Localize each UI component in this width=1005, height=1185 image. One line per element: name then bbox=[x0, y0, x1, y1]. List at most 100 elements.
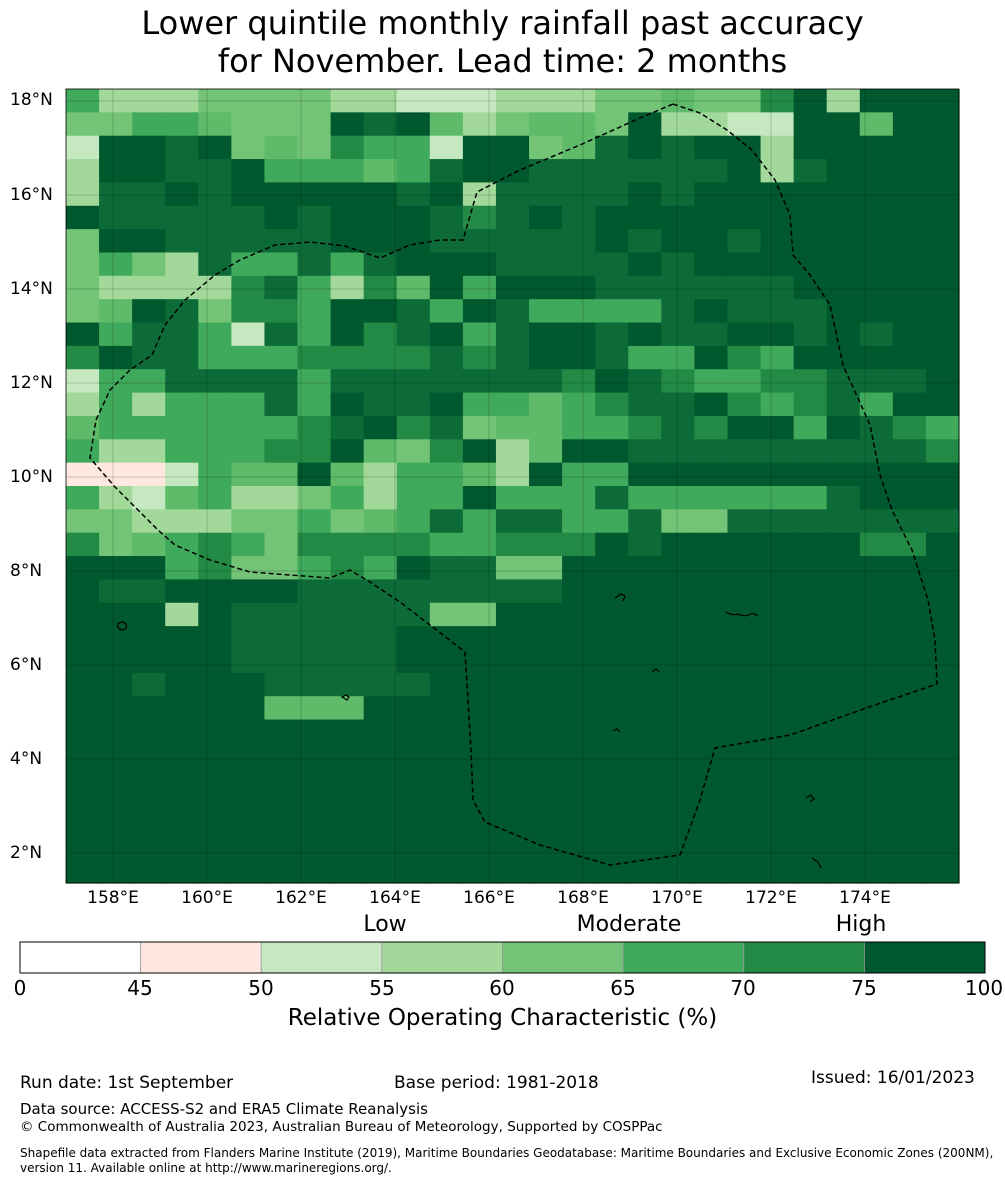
grid-cell bbox=[363, 626, 398, 651]
colorbar-tick: 70 bbox=[730, 976, 756, 1000]
grid-cell bbox=[297, 836, 332, 861]
grid-cell bbox=[231, 836, 266, 861]
grid-cell bbox=[396, 345, 431, 370]
grid-cell bbox=[165, 719, 199, 744]
grid-cell bbox=[264, 462, 299, 487]
base-period: Base period: 1981-2018 bbox=[394, 1073, 599, 1093]
category-moderate: Moderate bbox=[576, 912, 682, 937]
grid-cell bbox=[727, 205, 762, 230]
grid-cell bbox=[727, 252, 762, 277]
grid-cell bbox=[66, 742, 100, 767]
grid-cell bbox=[264, 252, 299, 277]
grid-cell bbox=[264, 672, 299, 697]
grid-cell bbox=[628, 345, 662, 370]
grid-cell bbox=[198, 696, 232, 721]
grid-cell bbox=[892, 649, 927, 674]
grid-cell bbox=[363, 299, 398, 324]
grid-cell bbox=[297, 789, 332, 814]
grid-cell bbox=[562, 602, 596, 627]
grid-cell bbox=[231, 719, 266, 744]
grid-cell bbox=[562, 462, 596, 487]
grid-cell bbox=[495, 275, 530, 300]
grid-cell bbox=[66, 532, 100, 557]
grid-cell bbox=[99, 719, 133, 744]
grid-cell bbox=[396, 369, 431, 394]
grid-cell bbox=[892, 252, 927, 277]
grid-cell bbox=[462, 579, 497, 604]
grid-cell bbox=[925, 812, 960, 837]
grid-cell bbox=[297, 205, 332, 230]
grid-cell bbox=[859, 439, 894, 464]
grid-cell bbox=[694, 182, 729, 207]
island bbox=[805, 794, 815, 803]
grid-cell bbox=[694, 742, 729, 767]
grid-cell bbox=[297, 462, 332, 487]
grid-cell bbox=[628, 672, 662, 697]
grid-cell bbox=[661, 509, 695, 534]
grid-cell bbox=[396, 439, 431, 464]
grid-cell bbox=[198, 579, 232, 604]
grid-cell bbox=[529, 462, 563, 487]
grid-cell bbox=[694, 205, 729, 230]
grid-cell bbox=[99, 836, 133, 861]
grid-cell bbox=[925, 649, 960, 674]
grid-cell bbox=[66, 205, 100, 230]
grid-cell bbox=[661, 486, 695, 510]
grid-cell bbox=[694, 812, 729, 837]
grid-cell bbox=[595, 415, 629, 440]
grid-cell bbox=[760, 182, 795, 207]
grid-cell bbox=[529, 135, 563, 160]
grid-cell bbox=[628, 719, 662, 744]
grid-cell bbox=[793, 859, 828, 884]
grid-cell bbox=[595, 392, 629, 417]
grid-cell bbox=[264, 275, 299, 300]
grid-cell bbox=[462, 345, 497, 370]
grid-cell bbox=[429, 229, 464, 254]
grid-cell bbox=[628, 229, 662, 254]
grid-cell bbox=[793, 112, 828, 137]
grid-cell bbox=[529, 159, 563, 184]
grid-cell bbox=[628, 205, 662, 230]
grid-cell bbox=[595, 509, 629, 534]
grid-cell bbox=[132, 462, 166, 487]
grid-cell bbox=[297, 742, 332, 767]
grid-cell bbox=[231, 275, 266, 300]
grid-cell bbox=[859, 532, 894, 557]
grid-cell bbox=[462, 696, 497, 721]
grid-cell bbox=[727, 159, 762, 184]
grid-cell bbox=[462, 509, 497, 534]
grid-cell bbox=[66, 252, 100, 277]
grid-cell bbox=[429, 439, 464, 464]
grid-cell bbox=[562, 766, 596, 791]
grid-cell bbox=[66, 719, 100, 744]
grid-cell bbox=[892, 322, 927, 347]
grid-cell bbox=[66, 415, 100, 440]
graticule bbox=[66, 89, 959, 883]
grid-cell bbox=[396, 509, 431, 534]
grid-cell bbox=[198, 159, 232, 184]
grid-cell bbox=[694, 392, 729, 417]
grid-cell bbox=[727, 275, 762, 300]
grid-cell bbox=[165, 322, 199, 347]
grid-cell bbox=[264, 439, 299, 464]
grid-cell bbox=[760, 89, 795, 113]
grid-cell bbox=[66, 392, 100, 417]
grid-cell bbox=[396, 112, 431, 137]
grid-cell bbox=[760, 159, 795, 184]
lon-label: 160°E bbox=[181, 888, 233, 908]
grid-cell bbox=[727, 696, 762, 721]
lon-label: 168°E bbox=[557, 888, 609, 908]
grid-cell bbox=[165, 369, 199, 394]
grid-cell bbox=[330, 112, 365, 137]
grid-cell bbox=[495, 556, 530, 581]
grid-cell bbox=[363, 205, 398, 230]
grid-cell bbox=[892, 415, 927, 440]
grid-cell bbox=[66, 579, 100, 604]
grid-cell bbox=[363, 159, 398, 184]
grid-cell bbox=[429, 89, 464, 113]
grid-cell bbox=[231, 486, 266, 510]
grid-cell bbox=[760, 626, 795, 651]
grid-cell bbox=[760, 369, 795, 394]
grid-cell bbox=[925, 579, 960, 604]
grid-cell bbox=[925, 486, 960, 510]
